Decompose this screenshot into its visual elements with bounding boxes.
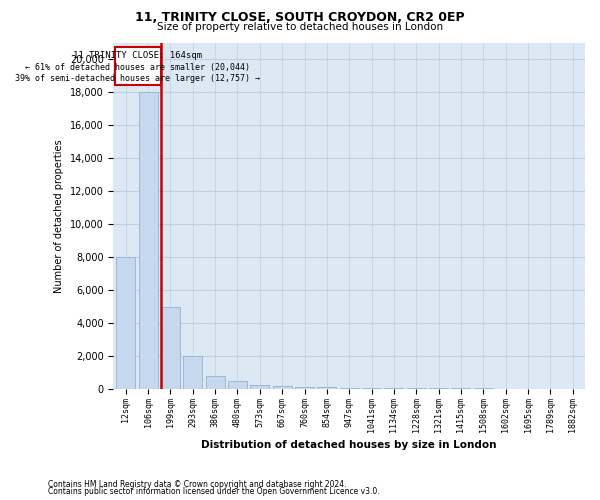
Bar — [272, 386, 292, 389]
Bar — [317, 388, 337, 389]
X-axis label: Distribution of detached houses by size in London: Distribution of detached houses by size … — [202, 440, 497, 450]
Text: 39% of semi-detached houses are larger (12,757) →: 39% of semi-detached houses are larger (… — [16, 74, 260, 83]
Y-axis label: Number of detached properties: Number of detached properties — [54, 139, 64, 292]
Text: Size of property relative to detached houses in London: Size of property relative to detached ho… — [157, 22, 443, 32]
Bar — [295, 387, 314, 389]
Bar — [228, 381, 247, 389]
Bar — [116, 257, 135, 389]
Text: ← 61% of detached houses are smaller (20,044): ← 61% of detached houses are smaller (20… — [25, 63, 250, 72]
Bar — [250, 385, 269, 389]
Bar — [362, 388, 381, 389]
Bar — [429, 388, 448, 389]
FancyBboxPatch shape — [115, 48, 161, 86]
Text: 11, TRINITY CLOSE, SOUTH CROYDON, CR2 0EP: 11, TRINITY CLOSE, SOUTH CROYDON, CR2 0E… — [135, 11, 465, 24]
Bar — [474, 388, 493, 389]
Bar — [183, 356, 202, 389]
Text: Contains HM Land Registry data © Crown copyright and database right 2024.: Contains HM Land Registry data © Crown c… — [48, 480, 347, 489]
Bar — [451, 388, 470, 389]
Bar — [206, 376, 224, 389]
Text: 11 TRINITY CLOSE: 164sqm: 11 TRINITY CLOSE: 164sqm — [73, 50, 202, 59]
Bar — [407, 388, 426, 389]
Bar — [340, 388, 359, 389]
Bar — [161, 306, 180, 389]
Bar — [385, 388, 403, 389]
Text: Contains public sector information licensed under the Open Government Licence v3: Contains public sector information licen… — [48, 487, 380, 496]
Bar — [139, 92, 158, 389]
